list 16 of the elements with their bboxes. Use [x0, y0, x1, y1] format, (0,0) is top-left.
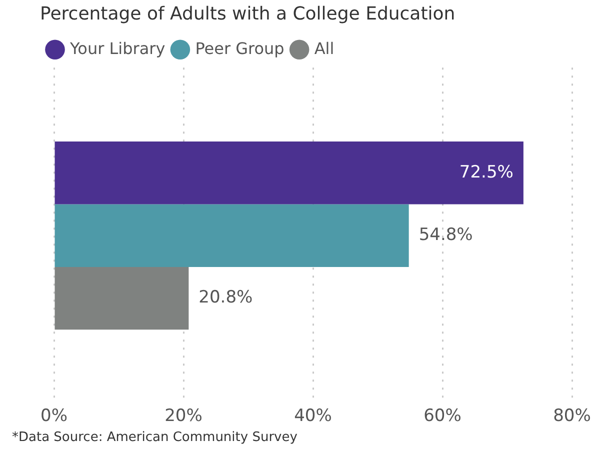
bar [54, 204, 409, 267]
x-tick-label: 0% [40, 406, 68, 426]
legend-label: Peer Group [195, 38, 284, 58]
data-label: 72.5% [459, 162, 514, 182]
data-label: 20.8% [198, 288, 253, 308]
chart-title: Percentage of Adults with a College Education [40, 3, 456, 24]
bar [54, 142, 524, 204]
legend-label: All [314, 38, 334, 58]
x-tick-label: 40% [294, 406, 332, 426]
legend-label: Your Library [69, 38, 166, 58]
x-tick-label: 60% [424, 406, 462, 426]
text: *Data Source: American Community Survey [11, 430, 298, 445]
data-label: 54.8% [418, 225, 473, 246]
bar [54, 266, 189, 330]
x-tick-label: 20% [164, 406, 202, 426]
x-tick-label: 80% [553, 406, 591, 426]
